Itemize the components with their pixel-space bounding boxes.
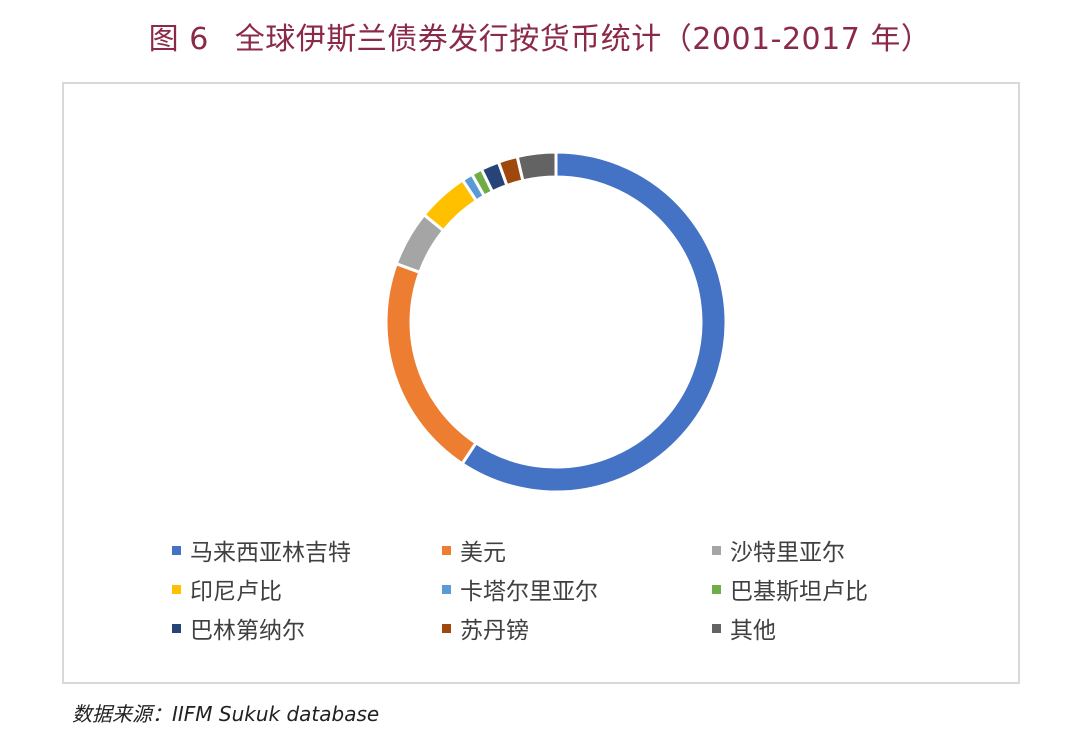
figure-number: 图 6 (148, 22, 209, 57)
chart-frame: 马来西亚林吉特 美元 沙特里亚尔印尼卢比 卡塔尔里亚尔 巴基斯坦卢比巴林第纳尔 苏丹镑 其他 (62, 82, 1020, 684)
legend-label-8: 其他 (730, 618, 776, 644)
title-text: 全球伊斯兰债券发行按货币统计（2001-2017 年） (234, 22, 932, 57)
chart-legend: 马来西亚林吉特 美元 沙特里亚尔印尼卢比 卡塔尔里亚尔 巴基斯坦卢比巴林第纳尔 苏丹镑 其他 (172, 536, 952, 644)
donut-slice-1 (384, 261, 479, 466)
legend-item-0: 马来西亚林吉特 (172, 536, 442, 566)
legend-item-4: 卡塔尔里亚尔 (442, 575, 712, 605)
legend-item-6: 巴林第纳尔 (172, 614, 442, 644)
donut-slice-8 (515, 150, 558, 183)
legend-swatch-3 (172, 584, 181, 594)
donut-chart (384, 150, 728, 494)
legend-label-3: 印尼卢比 (190, 579, 282, 605)
legend-item-7: 苏丹镑 (442, 614, 712, 644)
legend-label-4: 卡塔尔里亚尔 (460, 579, 598, 605)
legend-swatch-8 (712, 623, 721, 633)
legend-swatch-2 (712, 545, 721, 555)
legend-label-7: 苏丹镑 (460, 618, 529, 644)
legend-label-1: 美元 (460, 540, 506, 566)
legend-item-8: 其他 (712, 614, 952, 644)
legend-item-5: 巴基斯坦卢比 (712, 575, 952, 605)
donut-slice-0 (460, 150, 728, 494)
legend-label-2: 沙特里亚尔 (730, 540, 845, 566)
legend-label-5: 巴基斯坦卢比 (730, 579, 868, 605)
legend-label-0: 马来西亚林吉特 (190, 540, 351, 566)
chart-title: 图 6 全球伊斯兰债券发行按货币统计（2001-2017 年） (0, 14, 1080, 58)
legend-swatch-1 (442, 545, 451, 555)
legend-item-3: 印尼卢比 (172, 575, 442, 605)
legend-item-2: 沙特里亚尔 (712, 536, 952, 566)
legend-label-6: 巴林第纳尔 (190, 618, 305, 644)
source-note: 数据来源：IIFM Sukuk database (72, 702, 380, 726)
legend-swatch-7 (442, 623, 451, 633)
legend-swatch-4 (442, 584, 451, 594)
legend-swatch-0 (172, 545, 181, 555)
legend-swatch-6 (172, 623, 181, 633)
legend-swatch-5 (712, 584, 721, 594)
legend-item-1: 美元 (442, 536, 712, 566)
